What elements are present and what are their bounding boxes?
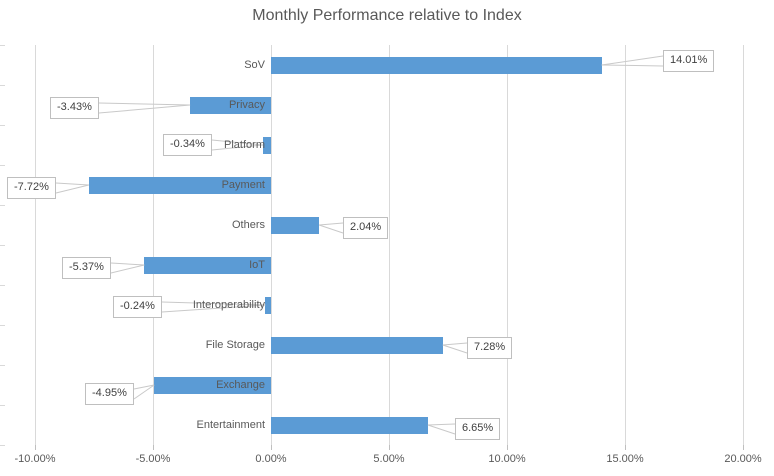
category-label-payment: Payment: [221, 179, 265, 191]
gridline: [743, 45, 744, 445]
leader-line-file-storage: [442, 344, 468, 354]
leader-line-sov: [601, 55, 664, 66]
bar-sov[interactable]: [271, 57, 602, 74]
category-axis-tick: [0, 365, 5, 366]
leader-line-payment: [55, 184, 89, 194]
x-axis-tick: [153, 445, 154, 450]
leader-line-others: [319, 222, 344, 226]
leader-line-file-storage: [442, 342, 468, 346]
x-axis-tick-label: 5.00%: [373, 453, 405, 465]
leader-line-sov: [601, 64, 664, 67]
x-axis-tick: [743, 445, 744, 450]
category-axis-tick: [0, 165, 5, 166]
category-axis-tick: [0, 325, 5, 326]
category-label-exchange: Exchange: [216, 379, 265, 391]
data-label-others[interactable]: 2.04%: [343, 217, 389, 239]
gridline: [389, 45, 390, 445]
bar-entertainment[interactable]: [271, 417, 428, 434]
category-label-iot: IoT: [249, 259, 265, 271]
category-label-privacy: Privacy: [228, 99, 265, 111]
leader-line-iot: [110, 262, 145, 266]
data-label-entertainment[interactable]: 6.65%: [455, 418, 501, 440]
leader-line-entertainment: [427, 424, 456, 435]
x-axis-tick: [507, 445, 508, 450]
x-axis-tick: [271, 445, 272, 450]
data-label-payment[interactable]: -7.72%: [7, 177, 56, 199]
category-axis-tick: [0, 125, 5, 126]
leader-line-privacy: [98, 102, 191, 106]
bar-interoperability[interactable]: [265, 297, 271, 314]
category-label-entertainment: Entertainment: [196, 419, 265, 431]
x-axis-tick: [625, 445, 626, 450]
category-label-interoperability: Interoperability: [192, 299, 265, 311]
leader-line-others: [318, 224, 344, 234]
category-axis-tick: [0, 85, 5, 86]
gridline: [507, 45, 508, 445]
x-axis-tick-label: 20.00%: [724, 453, 762, 465]
bar-file-storage[interactable]: [271, 337, 443, 354]
gridline: [625, 45, 626, 445]
category-label-sov: SoV: [244, 59, 265, 71]
gridline: [35, 45, 36, 445]
data-label-file-storage[interactable]: 7.28%: [467, 337, 513, 359]
x-axis-tick: [389, 445, 390, 450]
category-axis-tick: [0, 45, 5, 46]
leader-line-exchange: [133, 384, 155, 390]
bar-privacy[interactable]: [190, 97, 271, 114]
bar-iot[interactable]: [144, 257, 271, 274]
category-axis-tick: [0, 445, 5, 446]
leader-line-iot: [110, 264, 145, 274]
leader-line-exchange: [133, 384, 155, 400]
x-axis-tick-label: -10.00%: [14, 453, 56, 465]
bar-others[interactable]: [271, 217, 319, 234]
gridline: [271, 45, 272, 445]
data-label-privacy[interactable]: -3.43%: [50, 97, 99, 119]
data-label-iot[interactable]: -5.37%: [62, 257, 111, 279]
bar-platform[interactable]: [263, 137, 271, 154]
x-axis-tick-label: -5.00%: [135, 453, 171, 465]
category-label-file-storage: File Storage: [205, 339, 265, 351]
data-label-interoperability[interactable]: -0.24%: [113, 296, 162, 318]
category-axis-tick: [0, 205, 5, 206]
gridline: [153, 45, 154, 445]
x-axis-tick-label: 0.00%: [255, 453, 287, 465]
bar-exchange[interactable]: [154, 377, 271, 394]
category-axis-tick: [0, 245, 5, 246]
x-axis-tick-label: 10.00%: [488, 453, 526, 465]
category-axis-tick: [0, 285, 5, 286]
bar-payment[interactable]: [89, 177, 271, 194]
category-label-platform: Platform: [224, 139, 265, 151]
chart-title: Monthly Performance relative to Index: [252, 7, 522, 24]
data-label-platform[interactable]: -0.34%: [163, 134, 212, 156]
x-axis-tick-label: 15.00%: [606, 453, 644, 465]
data-label-sov[interactable]: 14.01%: [663, 50, 715, 72]
leader-line-privacy: [98, 104, 191, 114]
data-label-exchange[interactable]: -4.95%: [85, 383, 134, 405]
leader-line-entertainment: [427, 423, 456, 426]
leader-line-payment: [55, 182, 89, 186]
x-axis-tick: [35, 445, 36, 450]
category-axis-tick: [0, 405, 5, 406]
category-label-others: Others: [231, 219, 265, 231]
